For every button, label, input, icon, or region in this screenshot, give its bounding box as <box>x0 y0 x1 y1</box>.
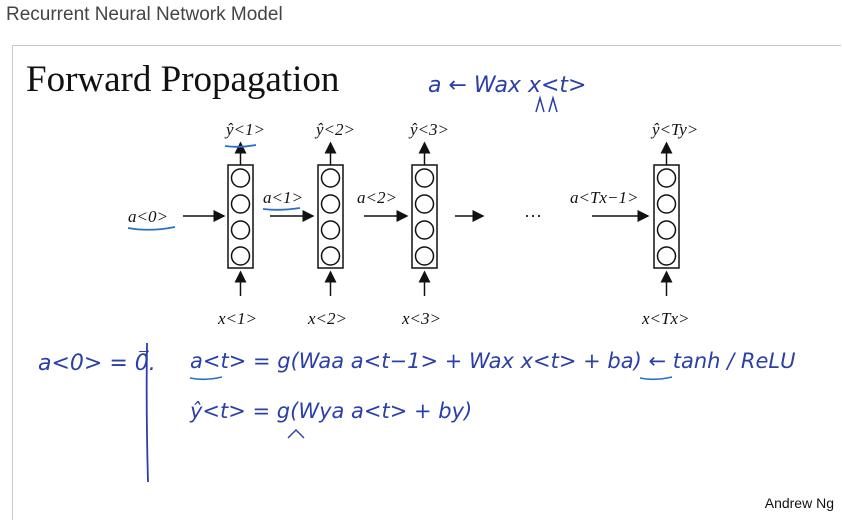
slide-frame <box>12 45 841 520</box>
rnn-cell-1 <box>227 164 254 269</box>
underline-at <box>189 376 223 381</box>
underline-a1 <box>262 207 301 211</box>
output-label-1: ŷ<1> <box>224 120 265 139</box>
rnn-cell-2 <box>317 164 344 269</box>
author-credit: Andrew Ng <box>764 495 834 511</box>
wya-mark <box>287 429 305 439</box>
top-note: a ← Wax x<t> <box>428 73 586 98</box>
underline-y1 <box>224 144 257 148</box>
divider-line <box>145 342 149 483</box>
activation-label-1: a<1> <box>263 188 303 207</box>
output-label-3: ŷ<3> <box>408 120 449 139</box>
top-note-arrows <box>535 95 558 113</box>
output-label-2: ŷ<2> <box>314 120 355 139</box>
input-label-2: x<2> <box>307 309 347 328</box>
rnn-cell-3 <box>411 164 438 269</box>
course-title: Recurrent Neural Network Model <box>6 4 283 25</box>
activation-equation: a<t> = g(Waa a<t−1> + Wax x<t> + ba) ← t… <box>190 349 795 373</box>
activation-label-2: a<2> <box>357 188 397 207</box>
output-equation: ŷ<t> = g(Wya a<t> + by) <box>189 399 472 423</box>
slide-title: Forward Propagation <box>26 59 340 100</box>
rnn-cell-4 <box>653 164 680 269</box>
input-label-4: x<Tx> <box>641 309 690 328</box>
ellipsis: ··· <box>524 206 542 226</box>
activation-label-3: a<Tx−1> <box>570 188 638 207</box>
output-label-4: ŷ<Ty> <box>650 120 698 139</box>
input-label-3: x<3> <box>401 309 441 328</box>
input-label-1: x<1> <box>217 309 257 328</box>
init-equation: a<0> = 0⃗. <box>38 349 156 376</box>
underline-a0 <box>127 226 176 231</box>
activation-label-0: a<0> <box>128 207 168 226</box>
underline-tanh <box>639 376 673 381</box>
